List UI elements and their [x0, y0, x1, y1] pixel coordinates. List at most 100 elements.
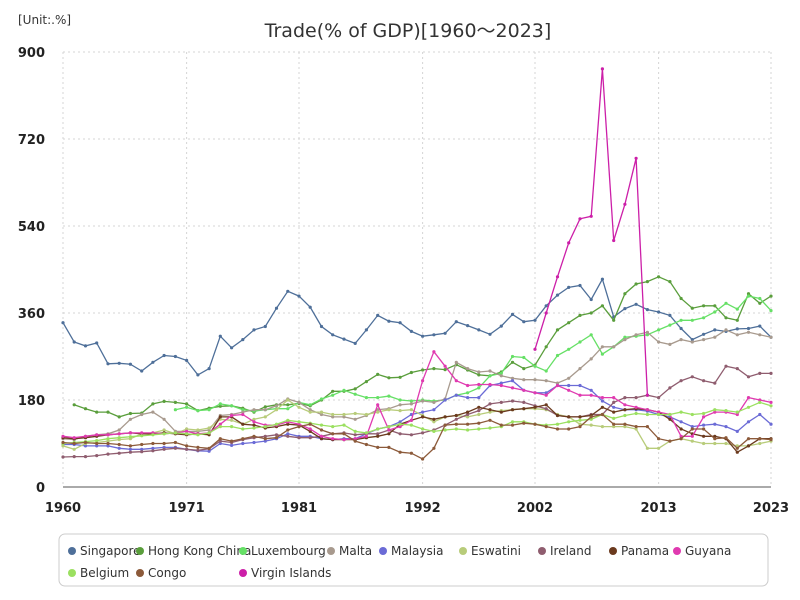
data-point-guyana [578, 393, 582, 397]
data-point-luxembourg [488, 374, 492, 378]
data-point-malaysia [578, 383, 582, 388]
x-tick-label: 2013 [641, 501, 677, 516]
legend-label: Panama [621, 544, 669, 558]
data-point-congo [657, 437, 661, 441]
data-point-eswatini [578, 422, 582, 426]
data-point-panama [499, 410, 503, 414]
data-point-guyana [140, 431, 144, 435]
data-point-luxembourg [398, 398, 402, 402]
data-point-panama [319, 437, 324, 441]
data-point-malaysia [421, 410, 425, 414]
data-point-singapore [252, 328, 256, 332]
legend-item-singapore[interactable]: Singapore [68, 544, 141, 558]
legend-item-ireland[interactable]: Ireland [538, 544, 592, 558]
legend-item-panama[interactable]: Panama [609, 544, 669, 558]
data-point-ireland [421, 431, 425, 435]
data-point-virgin-islands [634, 156, 638, 160]
data-point-guyana [510, 386, 515, 390]
data-point-ireland [634, 396, 638, 400]
data-point-belgium [117, 436, 121, 440]
data-point-luxembourg [533, 364, 537, 368]
data-point-congo [600, 412, 605, 417]
legend-label: Guyana [685, 544, 731, 558]
legend-item-malaysia[interactable]: Malaysia [379, 544, 443, 558]
data-point-malaysia [600, 399, 605, 403]
data-point-eswatini [702, 441, 706, 446]
data-point-congo [466, 422, 470, 426]
y-tick-label: 0 [36, 481, 45, 496]
data-point-eswatini [364, 412, 368, 417]
data-point-hong-kong-china [746, 292, 751, 296]
data-point-belgium [466, 428, 470, 432]
data-point-virgin-islands [567, 241, 571, 245]
x-axis-ticks: 1960 1971 1981 1992 2002 2013 2023 [45, 501, 789, 516]
data-point-hong-kong-china [421, 368, 425, 372]
data-point-belgium [713, 408, 717, 412]
data-point-malta [331, 415, 335, 419]
data-point-guyana [185, 429, 189, 433]
data-point-eswatini [286, 398, 290, 402]
legend-marker [327, 547, 335, 555]
data-point-guyana [308, 427, 312, 431]
data-point-hong-kong-china [589, 311, 593, 315]
data-point-singapore [758, 324, 762, 328]
data-point-malaysia [230, 443, 234, 447]
data-point-congo [477, 421, 481, 425]
data-point-singapore [196, 373, 200, 377]
legend-item-malta[interactable]: Malta [327, 544, 372, 558]
data-point-guyana [252, 420, 256, 424]
data-point-panama [387, 432, 391, 436]
data-point-panama [567, 415, 571, 419]
series-line-ireland [62, 365, 771, 458]
data-point-malta [252, 408, 256, 412]
data-point-luxembourg [522, 355, 526, 360]
data-point-singapore [746, 326, 751, 331]
legend-box [58, 533, 769, 587]
data-point-singapore [567, 285, 571, 289]
data-point-eswatini [466, 415, 470, 419]
data-point-eswatini [61, 444, 65, 448]
data-point-belgium [409, 423, 413, 427]
series-congo [61, 412, 773, 461]
legend-item-virgin-islands[interactable]: Virgin Islands [239, 566, 331, 580]
legend-item-eswatini[interactable]: Eswatini [459, 544, 521, 558]
legend-item-guyana[interactable]: Guyana [673, 544, 731, 558]
legend-item-luxembourg[interactable]: Luxembourg [239, 544, 326, 558]
data-point-congo [61, 440, 65, 445]
data-point-malaysia [207, 449, 211, 453]
data-point-congo [207, 446, 211, 450]
legend-marker [379, 547, 387, 555]
data-point-panama [612, 410, 616, 414]
data-point-panama [623, 408, 627, 412]
data-point-singapore [83, 344, 88, 348]
data-point-malaysia [117, 446, 121, 450]
data-point-belgium [218, 425, 222, 429]
data-point-congo [679, 437, 683, 441]
data-point-luxembourg [567, 347, 571, 351]
data-point-panama [746, 444, 751, 448]
data-point-congo [724, 436, 728, 440]
data-point-guyana [454, 379, 458, 383]
data-point-hong-kong-china [128, 411, 132, 416]
data-point-guyana [679, 434, 683, 438]
data-point-singapore [72, 340, 76, 344]
data-point-belgium [252, 426, 256, 430]
data-point-malta [263, 408, 267, 412]
data-point-congo [128, 444, 132, 448]
data-point-congo [578, 425, 582, 429]
data-point-eswatini [612, 425, 616, 429]
legend-item-congo[interactable]: Congo [136, 566, 186, 580]
data-point-singapore [286, 289, 290, 293]
data-point-belgium [398, 422, 402, 426]
legend-item-hong-kong-china[interactable]: Hong Kong China [136, 544, 251, 558]
legend: Singapore Hong Kong China Luxembourg Malta M… [58, 533, 769, 587]
data-point-singapore [432, 333, 436, 337]
data-point-virgin-islands [533, 347, 537, 351]
data-point-malta [128, 417, 132, 421]
legend-item-belgium[interactable]: Belgium [68, 566, 129, 580]
data-point-hong-kong-china [544, 345, 548, 349]
data-point-guyana [117, 432, 121, 436]
data-point-malta [274, 404, 279, 408]
data-point-luxembourg [218, 402, 222, 406]
